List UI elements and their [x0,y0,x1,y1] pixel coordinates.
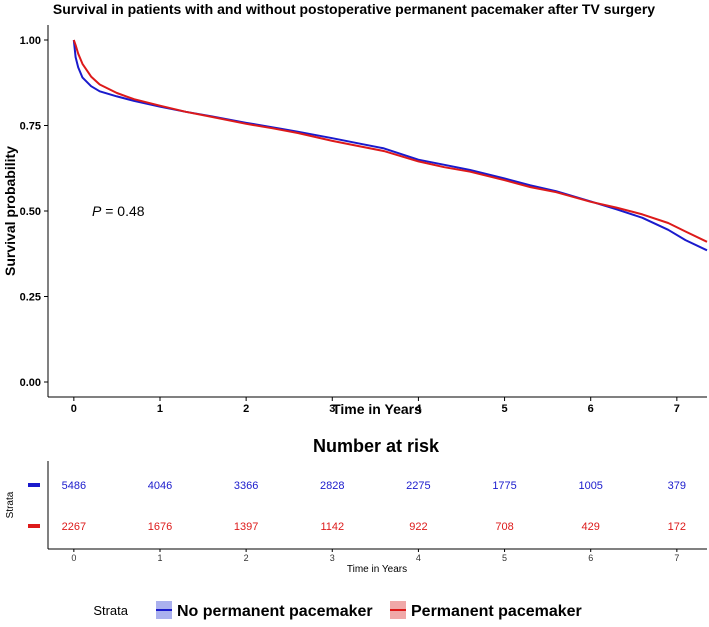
legend-item-no-pacemaker: No permanent pacemaker [156,601,373,620]
x-tick-label: 0 [71,403,77,415]
risk-x-tick-label: 3 [330,553,335,563]
risk-value: 2275 [406,480,430,492]
risk-x-tick-label: 5 [502,553,507,563]
y-tick-label: 1.00 [20,35,41,47]
x-tick-label: 4 [415,403,422,415]
legend: Strata No permanent pacemaker Permanent … [93,601,582,620]
risk-value: 922 [409,521,427,533]
risk-table-xlabel: Time in Years [347,564,407,575]
risk-table-rows: 5486 4046 3366 2828 2275 1775 1005 379 2267 1676 1… [28,480,686,533]
chart-title: Survival in patients with and without po… [53,1,655,17]
legend-title: Strata [93,603,128,618]
risk-table-title: Number at risk [313,436,440,456]
y-tick-label: 0.25 [20,292,41,304]
y-tick-label: 0.75 [20,121,41,133]
x-tick-label: 7 [674,403,680,415]
legend-item-pacemaker: Permanent pacemaker [390,601,582,620]
risk-table-x-ticks: 0 1 2 3 4 5 6 7 [71,549,679,563]
risk-x-tick-label: 7 [674,553,679,563]
risk-value: 708 [495,521,513,533]
risk-x-tick-label: 2 [244,553,249,563]
risk-x-tick-label: 0 [71,553,76,563]
risk-value: 172 [668,521,686,533]
x-tick-label: 1 [157,403,163,415]
risk-value: 2828 [320,480,344,492]
legend-label-pacemaker: Permanent pacemaker [411,603,582,620]
series-line-no-pacemaker [72,39,708,252]
risk-value: 3366 [234,480,258,492]
series-line-pacemaker [72,39,708,243]
risk-value: 1397 [234,521,258,533]
risk-value: 2267 [62,521,86,533]
risk-x-tick-label: 6 [588,553,593,563]
risk-value: 1005 [578,480,602,492]
risk-value: 379 [668,480,686,492]
legend-label-no-pacemaker: No permanent pacemaker [177,603,373,620]
y-tick-label: 0.00 [20,377,41,389]
risk-value: 5486 [62,480,86,492]
risk-x-tick-label: 1 [157,553,162,563]
risk-table-ylabel: Strata [5,491,16,518]
x-tick-label: 6 [588,403,594,415]
p-value-annotation: P = 0.48 [92,203,145,219]
y-axis-label: Survival probability [2,146,18,276]
risk-x-tick-label: 4 [416,553,421,563]
risk-value: 429 [582,521,600,533]
risk-value: 4046 [148,480,172,492]
x-tick-label: 3 [329,403,335,415]
x-tick-label: 5 [501,403,507,415]
x-tick-label: 2 [243,403,249,415]
y-axis-ticks: 0.00 0.25 0.50 0.75 1.00 [20,35,48,389]
y-tick-label: 0.50 [20,206,41,218]
p-value-label: P [92,203,102,219]
x-axis-label: Time in Years [332,401,422,417]
risk-value: 1676 [148,521,172,533]
risk-value: 1142 [320,521,344,533]
risk-value: 1775 [492,480,516,492]
survival-curves [72,39,708,252]
x-axis-ticks: 0 1 2 3 4 5 6 7 [71,397,680,415]
p-value-text: = 0.48 [101,203,144,219]
